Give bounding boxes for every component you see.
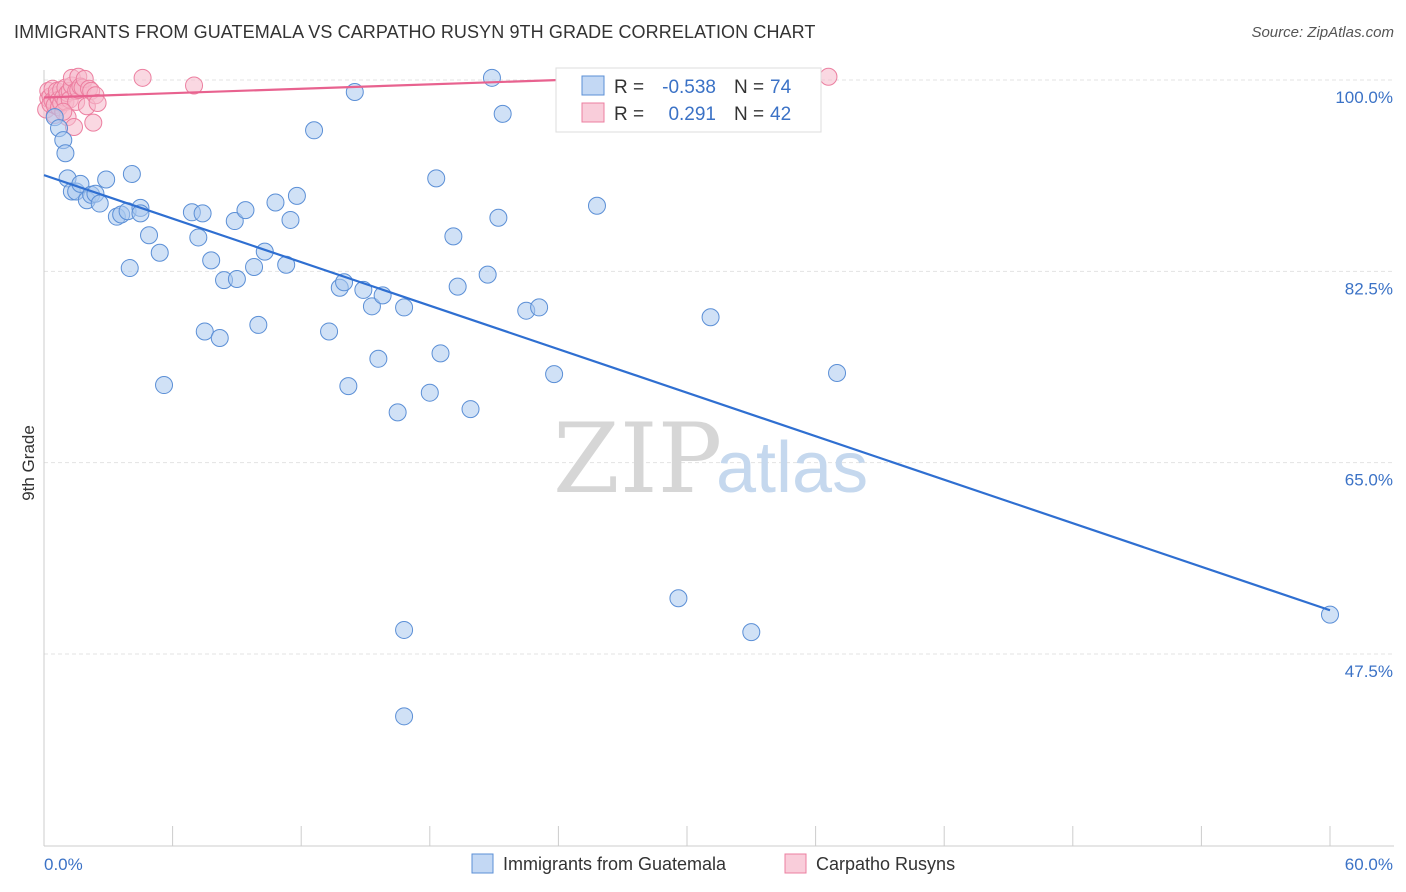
series-immigrants-from-guatemala	[45, 68, 1339, 726]
data-point-guatemala	[210, 329, 229, 348]
y-tick-labels: 100.0% 82.5% 65.0% 47.5%	[1335, 88, 1393, 681]
data-point-guatemala	[362, 297, 381, 316]
data-point-guatemala	[249, 315, 268, 334]
data-point-guatemala	[193, 204, 212, 223]
bottom-legend-swatch	[784, 853, 807, 874]
data-point-guatemala	[189, 228, 208, 247]
y-tick-label: 47.5%	[1345, 662, 1393, 681]
source-label: Source: ZipAtlas.com	[1251, 24, 1394, 41]
legend-n-value: 74	[770, 77, 792, 98]
data-point-guatemala	[545, 365, 564, 384]
data-point-guatemala	[742, 623, 761, 642]
data-point-guatemala	[448, 277, 467, 296]
data-point-carpatho-rusyn	[84, 113, 103, 132]
data-point-guatemala	[1321, 605, 1339, 624]
legend-swatch	[581, 75, 605, 96]
watermark: ZIP atlas	[553, 403, 868, 515]
data-point-guatemala	[427, 169, 446, 188]
data-point-guatemala	[461, 400, 480, 419]
data-point-guatemala	[287, 186, 306, 205]
y-tick-label: 100.0%	[1335, 88, 1393, 107]
trend-line-guatemala	[43, 174, 1331, 612]
data-point-guatemala	[489, 208, 508, 227]
data-point-guatemala	[155, 376, 174, 395]
data-point-guatemala	[227, 269, 246, 288]
axes	[43, 70, 1394, 847]
data-point-guatemala	[420, 383, 439, 402]
data-point-guatemala	[245, 257, 264, 276]
data-point-guatemala	[339, 377, 358, 396]
data-point-guatemala	[587, 196, 606, 215]
trend-lines	[43, 72, 1331, 612]
chart-title: IMMIGRANTS FROM GUATEMALA VS CARPATHO RU…	[14, 22, 816, 42]
bottom-legend: Immigrants from Guatemala Carpatho Rusyns	[471, 853, 955, 874]
data-point-guatemala	[431, 344, 450, 363]
watermark-zip: ZIP	[553, 403, 722, 515]
data-point-guatemala	[236, 201, 255, 220]
legend-r-value: 0.291	[668, 104, 716, 125]
data-point-guatemala	[195, 322, 214, 341]
x-tick-label: 60.0%	[1345, 855, 1393, 874]
data-point-guatemala	[202, 251, 221, 270]
data-point-guatemala	[56, 144, 75, 163]
data-point-guatemala	[369, 349, 388, 368]
y-tick-label: 82.5%	[1345, 279, 1393, 298]
watermark-atlas: atlas	[716, 428, 868, 508]
data-point-guatemala	[395, 620, 414, 639]
data-point-guatemala	[669, 589, 688, 608]
legend-n-label: N =	[734, 104, 764, 125]
data-point-guatemala	[478, 265, 497, 284]
data-point-carpatho-rusyn	[185, 76, 204, 95]
legend-r-label: R =	[614, 104, 644, 125]
data-point-guatemala	[120, 259, 139, 278]
grid-lines	[44, 79, 1394, 655]
data-point-guatemala	[388, 403, 407, 422]
data-point-guatemala	[444, 227, 463, 246]
bottom-legend-label: Immigrants from Guatemala	[503, 854, 727, 874]
data-point-guatemala	[395, 298, 414, 317]
data-point-guatemala	[482, 68, 501, 87]
data-point-carpatho-rusyn	[88, 93, 107, 112]
y-axis-label: 9th Grade	[19, 425, 38, 501]
data-point-carpatho-rusyn	[819, 67, 838, 86]
data-point-guatemala	[701, 308, 720, 327]
data-point-guatemala	[266, 193, 285, 212]
x-tick-label: 0.0%	[44, 855, 83, 874]
data-point-guatemala	[395, 707, 414, 726]
data-point-guatemala	[828, 364, 847, 383]
legend-box: R = -0.538 N = 74 R = 0.291 N = 42	[555, 67, 822, 133]
data-point-guatemala	[140, 226, 159, 245]
legend-swatch	[581, 102, 605, 123]
data-point-guatemala	[493, 104, 512, 123]
x-tick-labels: 0.0% 60.0%	[44, 855, 1393, 874]
data-point-guatemala	[530, 298, 549, 317]
data-point-guatemala	[305, 121, 324, 140]
bottom-legend-label: Carpatho Rusyns	[816, 854, 955, 874]
data-point-guatemala	[320, 322, 339, 341]
legend-n-value: 42	[770, 104, 791, 125]
legend-r-value: -0.538	[662, 77, 716, 98]
bottom-legend-swatch	[471, 853, 494, 874]
y-tick-label: 65.0%	[1345, 471, 1393, 490]
legend-n-label: N =	[734, 77, 764, 98]
data-point-guatemala	[150, 243, 169, 262]
data-point-guatemala	[97, 170, 116, 189]
data-point-guatemala	[225, 212, 244, 231]
legend-r-label: R =	[614, 77, 644, 98]
data-point-guatemala	[281, 210, 300, 229]
data-point-guatemala	[90, 194, 109, 213]
data-point-carpatho-rusyn	[133, 68, 152, 87]
data-point-guatemala	[122, 165, 141, 184]
